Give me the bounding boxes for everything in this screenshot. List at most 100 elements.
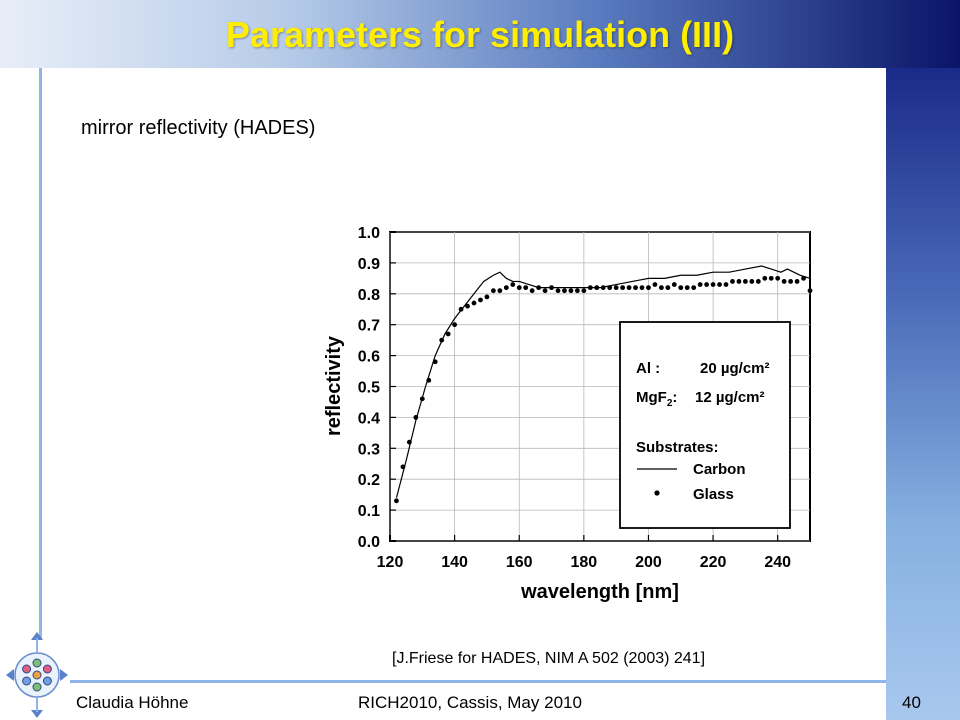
legend-substrates-label: Substrates:	[636, 439, 719, 456]
data-point-glass	[755, 279, 761, 284]
data-point-glass	[607, 285, 613, 291]
legend-carbon-label: Carbon	[693, 461, 746, 478]
data-point-glass	[762, 275, 768, 281]
data-point-glass	[581, 288, 587, 294]
data-point-glass	[600, 285, 606, 291]
data-point-glass	[568, 288, 574, 294]
y-tick-label: 0.9	[358, 256, 380, 273]
data-point-glass	[394, 498, 399, 504]
x-axis-label: wavelength [nm]	[520, 581, 679, 603]
citation: [J.Friese for HADES, NIM A 502 (2003) 24…	[392, 650, 706, 667]
footer-author: Claudia Höhne	[76, 693, 189, 712]
data-point-glass	[484, 294, 490, 300]
y-tick-label: 0.2	[358, 472, 380, 489]
y-tick-label: 1.0	[358, 225, 380, 242]
slide-title: Parameters for simulation (III)	[225, 14, 735, 55]
data-point-glass	[426, 377, 432, 383]
data-point-glass	[781, 279, 787, 284]
data-point-glass	[717, 282, 722, 287]
data-point-glass	[594, 285, 600, 291]
data-point-glass	[445, 331, 451, 337]
x-tick-label: 240	[764, 554, 791, 571]
data-point-glass	[536, 285, 542, 291]
data-point-glass	[432, 359, 438, 365]
left-divider	[39, 68, 42, 640]
footer-conference: RICH2010, Cassis, May 2010	[358, 693, 582, 712]
legend-al-value: 20 µg/cm²	[700, 360, 770, 377]
data-point-glass	[523, 285, 529, 291]
reflectivity-chart: 120 140 160 180 200 220 240 0.0 0.1 0.2 0.3 0.4 0.5 0…	[323, 225, 813, 603]
series-layer	[394, 265, 813, 504]
y-tick-label: 0.3	[358, 441, 380, 458]
data-point-glass	[742, 279, 748, 284]
y-tick-label: 0.7	[358, 318, 380, 335]
legend-mgf-prefix: MgF2:	[636, 389, 677, 409]
data-point-glass	[478, 297, 483, 303]
data-point-glass	[503, 285, 509, 291]
data-point-glass	[775, 275, 781, 281]
data-point-glass	[406, 439, 412, 445]
data-point-glass	[801, 275, 806, 281]
data-point-glass	[516, 285, 522, 291]
data-point-glass	[697, 282, 703, 287]
data-point-glass	[400, 464, 406, 470]
data-point-glass	[768, 275, 774, 281]
header-bar	[0, 0, 960, 68]
y-tick-label: 0.4	[358, 410, 380, 427]
y-axis-label: reflectivity	[323, 335, 345, 436]
series-line-carbon	[395, 265, 811, 498]
legend-mgf-value: 12 µg/cm²	[695, 389, 765, 406]
data-point-glass	[658, 285, 664, 291]
data-point-glass	[633, 285, 638, 291]
data-point-glass	[471, 300, 477, 306]
data-point-glass	[490, 288, 496, 294]
legend-glass-label: Glass	[693, 486, 734, 503]
right-decor-bar	[886, 68, 960, 720]
axis-ticks: 120 140 160 180 200 220 240 0.0 0.1 0.2 0.3 0.4 0.5 0…	[358, 225, 791, 571]
data-point-glass	[465, 303, 470, 309]
legend-al-prefix: Al :	[636, 360, 660, 377]
data-point-glass	[736, 279, 742, 284]
data-point-glass	[529, 288, 535, 294]
footer-divider	[70, 680, 886, 683]
data-point-glass	[678, 285, 684, 291]
slide-subtitle: mirror reflectivity (HADES)	[81, 117, 316, 139]
institute-logo-icon	[6, 632, 68, 718]
data-point-glass	[458, 306, 464, 312]
x-tick-label: 140	[441, 554, 468, 571]
data-point-glass	[807, 288, 813, 294]
data-point-glass	[452, 322, 458, 328]
page-number: 40	[902, 693, 921, 712]
x-tick-label: 200	[635, 554, 662, 571]
data-point-glass	[413, 415, 419, 420]
data-point-glass	[549, 285, 554, 291]
y-tick-label: 0.6	[358, 349, 380, 366]
data-point-glass	[542, 288, 548, 294]
data-point-glass	[671, 282, 677, 287]
y-tick-label: 0.5	[358, 380, 380, 397]
data-point-glass	[626, 285, 632, 291]
y-tick-label: 0.0	[358, 534, 380, 551]
data-point-glass	[497, 288, 503, 294]
data-point-glass	[587, 285, 593, 291]
data-point-glass	[639, 285, 645, 291]
data-point-glass	[749, 279, 755, 284]
data-point-glass	[555, 288, 561, 294]
data-point-glass	[684, 285, 690, 291]
data-point-glass	[665, 285, 671, 291]
data-point-glass	[704, 282, 710, 287]
data-point-glass	[439, 337, 445, 343]
x-tick-label: 180	[570, 554, 597, 571]
data-point-glass	[788, 279, 794, 284]
legend-glass-marker	[654, 490, 660, 496]
data-point-glass	[652, 282, 658, 287]
data-point-glass	[691, 285, 697, 291]
data-point-glass	[730, 279, 735, 284]
data-point-glass	[620, 285, 626, 291]
legend-box	[619, 321, 791, 529]
x-tick-label: 220	[700, 554, 727, 571]
data-point-glass	[710, 282, 716, 287]
y-tick-label: 0.8	[358, 287, 380, 304]
x-tick-label: 160	[506, 554, 533, 571]
data-point-glass	[419, 396, 425, 402]
